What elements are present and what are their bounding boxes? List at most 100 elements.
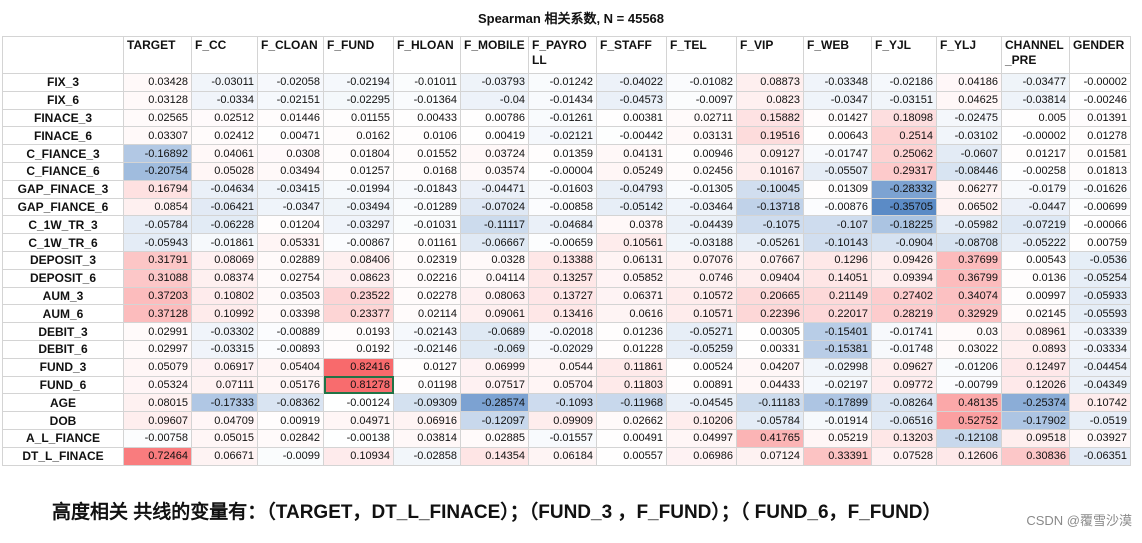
- heatmap-cell[interactable]: 0.05079: [123, 357, 192, 377]
- heatmap-cell[interactable]: 0.01427: [803, 108, 872, 128]
- heatmap-cell[interactable]: 0.01236: [596, 322, 667, 341]
- heatmap-cell[interactable]: -0.03151: [871, 90, 937, 110]
- heatmap-cell[interactable]: 0.02319: [393, 250, 461, 270]
- heatmap-cell[interactable]: 0.00491: [596, 428, 667, 448]
- heatmap-cell[interactable]: -0.02194: [323, 73, 394, 92]
- heatmap-cell[interactable]: -0.0607: [936, 144, 1002, 163]
- heatmap-cell[interactable]: 0.03022: [936, 339, 1002, 359]
- heatmap-cell[interactable]: -0.11968: [596, 393, 667, 413]
- heatmap-cell[interactable]: 0.81278: [323, 375, 394, 395]
- heatmap-cell[interactable]: 0.08406: [323, 250, 394, 270]
- heatmap-cell[interactable]: 0.02889: [257, 250, 324, 270]
- heatmap-cell[interactable]: 0.00759: [1069, 233, 1131, 252]
- heatmap-cell[interactable]: -0.04349: [1069, 375, 1131, 395]
- heatmap-cell[interactable]: 0.36799: [936, 268, 1002, 288]
- heatmap-cell[interactable]: 0.04997: [666, 428, 737, 448]
- heatmap-cell[interactable]: 0.28219: [871, 304, 937, 324]
- heatmap-cell[interactable]: 0.22017: [803, 304, 872, 324]
- heatmap-cell[interactable]: 0.01309: [803, 179, 872, 199]
- heatmap-cell[interactable]: -0.069: [460, 339, 529, 359]
- heatmap-cell[interactable]: -0.01289: [393, 197, 461, 217]
- heatmap-cell[interactable]: 0.07517: [460, 375, 529, 395]
- heatmap-cell[interactable]: -0.01994: [323, 179, 394, 199]
- heatmap-cell[interactable]: 0.09607: [123, 411, 192, 430]
- heatmap-cell[interactable]: 0.01217: [1001, 144, 1070, 163]
- heatmap-cell[interactable]: 0.0168: [393, 161, 461, 181]
- heatmap-cell[interactable]: 0.00543: [1001, 250, 1070, 270]
- heatmap-cell[interactable]: -0.0536: [1069, 250, 1131, 270]
- heatmap-cell[interactable]: 0.23377: [323, 304, 394, 324]
- heatmap-cell[interactable]: 0.12026: [1001, 375, 1070, 395]
- heatmap-cell[interactable]: -0.00758: [123, 428, 192, 448]
- heatmap-cell[interactable]: -0.06667: [460, 233, 529, 252]
- heatmap-cell[interactable]: 0.00557: [596, 446, 667, 466]
- heatmap-cell[interactable]: -0.05982: [936, 215, 1002, 235]
- heatmap-cell[interactable]: -0.01861: [191, 233, 258, 252]
- heatmap-cell[interactable]: 0.05249: [596, 161, 667, 181]
- heatmap-cell[interactable]: -0.05593: [1069, 304, 1131, 324]
- heatmap-cell[interactable]: -0.06228: [191, 215, 258, 235]
- heatmap-cell[interactable]: 0.09426: [871, 250, 937, 270]
- heatmap-cell[interactable]: 0.005: [1001, 108, 1070, 128]
- heatmap-cell[interactable]: 0.0616: [596, 304, 667, 324]
- heatmap-cell[interactable]: 0.10572: [666, 286, 737, 306]
- heatmap-cell[interactable]: 0.02885: [460, 428, 529, 448]
- heatmap-cell[interactable]: 0.18098: [871, 108, 937, 128]
- heatmap-cell[interactable]: 0.00524: [666, 357, 737, 377]
- heatmap-cell[interactable]: 0.06277: [936, 179, 1002, 199]
- heatmap-cell[interactable]: -0.03011: [191, 73, 258, 92]
- heatmap-cell[interactable]: 0.05015: [191, 428, 258, 448]
- heatmap-cell[interactable]: 0.03428: [123, 73, 192, 92]
- heatmap-cell[interactable]: 0.09127: [736, 144, 804, 163]
- heatmap-cell[interactable]: 0.00433: [393, 108, 461, 128]
- heatmap-cell[interactable]: 0.02997: [123, 339, 192, 359]
- heatmap-cell[interactable]: 0.01228: [596, 339, 667, 359]
- heatmap-cell[interactable]: 0.10934: [323, 446, 394, 466]
- heatmap-cell[interactable]: 0.14354: [460, 446, 529, 466]
- heatmap-cell[interactable]: 0.04625: [936, 90, 1002, 110]
- heatmap-cell[interactable]: -0.08362: [257, 393, 324, 413]
- heatmap-cell[interactable]: -0.18225: [871, 215, 937, 235]
- heatmap-cell[interactable]: -0.12097: [460, 411, 529, 430]
- heatmap-cell[interactable]: 0.1296: [803, 250, 872, 270]
- heatmap-cell[interactable]: 0.03307: [123, 126, 192, 146]
- heatmap-cell[interactable]: 0.48135: [936, 393, 1002, 413]
- heatmap-cell[interactable]: -0.03415: [257, 179, 324, 199]
- heatmap-cell[interactable]: 0.02662: [596, 411, 667, 430]
- heatmap-cell[interactable]: -0.01748: [871, 339, 937, 359]
- heatmap-cell[interactable]: 0.32929: [936, 304, 1002, 324]
- heatmap-cell[interactable]: -0.0179: [1001, 179, 1070, 199]
- heatmap-cell[interactable]: -0.01242: [528, 73, 597, 92]
- heatmap-cell[interactable]: 0.01804: [323, 144, 394, 163]
- heatmap-cell[interactable]: 0.05404: [257, 357, 324, 377]
- heatmap-cell[interactable]: 0.00419: [460, 126, 529, 146]
- heatmap-cell[interactable]: -0.04634: [191, 179, 258, 199]
- heatmap-cell[interactable]: -0.0347: [803, 90, 872, 110]
- heatmap-cell[interactable]: -0.02197: [803, 375, 872, 395]
- heatmap-cell[interactable]: 0.01581: [1069, 144, 1131, 163]
- heatmap-cell[interactable]: 0.09518: [1001, 428, 1070, 448]
- heatmap-cell[interactable]: 0.06184: [528, 446, 597, 466]
- heatmap-cell[interactable]: -0.04573: [596, 90, 667, 110]
- heatmap-cell[interactable]: 0.01204: [257, 215, 324, 235]
- heatmap-cell[interactable]: 0.52752: [936, 411, 1002, 430]
- heatmap-cell[interactable]: -0.107: [803, 215, 872, 235]
- heatmap-cell[interactable]: -0.03464: [666, 197, 737, 217]
- heatmap-cell[interactable]: -0.02151: [257, 90, 324, 110]
- heatmap-cell[interactable]: -0.06516: [871, 411, 937, 430]
- heatmap-cell[interactable]: 0.04709: [191, 411, 258, 430]
- heatmap-cell[interactable]: 0.03724: [460, 144, 529, 163]
- heatmap-cell[interactable]: 0.31791: [123, 250, 192, 270]
- heatmap-cell[interactable]: 0.03128: [123, 90, 192, 110]
- heatmap-cell[interactable]: -0.09309: [393, 393, 461, 413]
- heatmap-cell[interactable]: 0.06917: [191, 357, 258, 377]
- heatmap-cell[interactable]: 0.25062: [871, 144, 937, 163]
- heatmap-cell[interactable]: -0.03339: [1069, 322, 1131, 341]
- heatmap-cell[interactable]: 0.00946: [666, 144, 737, 163]
- heatmap-cell[interactable]: -0.00876: [803, 197, 872, 217]
- heatmap-cell[interactable]: 0.08374: [191, 268, 258, 288]
- heatmap-cell[interactable]: 0.04114: [460, 268, 529, 288]
- heatmap-cell[interactable]: 0.2514: [871, 126, 937, 146]
- heatmap-cell[interactable]: 0.02991: [123, 322, 192, 341]
- heatmap-cell[interactable]: 0.10206: [666, 411, 737, 430]
